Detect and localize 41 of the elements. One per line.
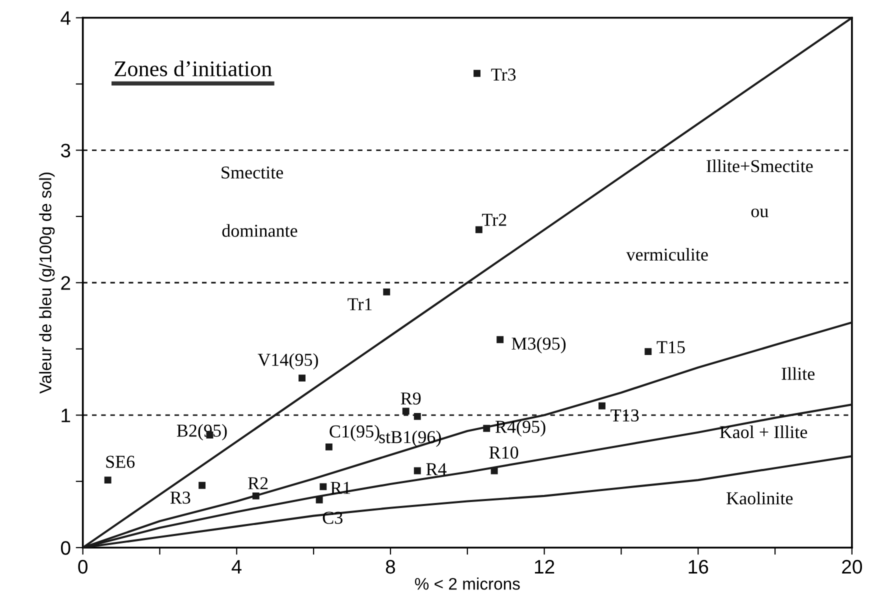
annotation: Illite	[782, 367, 815, 380]
annotation: ou	[751, 208, 768, 218]
y-tick-label: 4	[60, 11, 70, 25]
x-tick-label: 8	[386, 560, 396, 574]
annotation: dominante	[222, 224, 298, 237]
x-tick-label: 16	[688, 560, 708, 574]
annotation: C1(95)	[330, 424, 380, 442]
annotation: R1	[330, 482, 350, 494]
annotation: Tr3	[491, 68, 516, 81]
annotation: B2(95)	[176, 424, 227, 440]
annotation: vermiculite	[626, 248, 708, 261]
annotation: R4	[426, 463, 447, 476]
annotation: M3(95)	[512, 337, 566, 354]
x-tick-label: 4	[232, 560, 242, 574]
x-tick-label: 20	[842, 560, 862, 574]
annotation: V14(95)	[258, 353, 318, 370]
annotation: Kaol + Illite	[720, 425, 808, 438]
annotation: T15	[656, 341, 685, 354]
x-axis-title: % < 2 microns	[414, 578, 520, 590]
y-tick-label: 3	[60, 144, 70, 158]
annotation: T13	[610, 409, 639, 422]
annotation: Illite+Smectite	[706, 160, 813, 172]
annotation: Zones d’initiation	[114, 60, 272, 76]
x-tick-label: 0	[78, 560, 88, 574]
annotation: Smectite	[222, 166, 284, 179]
annotation: R4(95)	[495, 420, 546, 437]
annotation: stB1(96)	[379, 430, 441, 447]
annotation: Tr2	[482, 214, 506, 226]
annotation: C3	[322, 512, 342, 524]
x-tick-label: 12	[534, 560, 554, 574]
annotation: Kaolinite	[726, 492, 793, 504]
annotation: R3	[170, 492, 190, 504]
annotation: SE6	[106, 456, 135, 468]
y-tick-label: 1	[62, 408, 70, 422]
y-tick-label: 2	[61, 276, 70, 290]
annotation: R9	[400, 392, 421, 405]
annotation: R2	[248, 477, 268, 490]
y-axis-title: Valeur de bleu (g/100g de sol)	[39, 172, 55, 394]
y-tick-label: 0	[60, 541, 70, 555]
annotation: R10	[489, 446, 518, 459]
annotation: Tr1	[348, 298, 372, 310]
